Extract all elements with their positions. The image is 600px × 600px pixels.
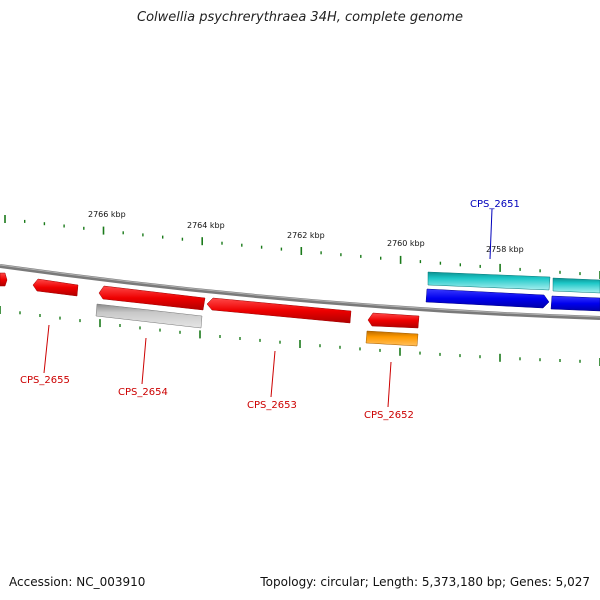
- gene-cps-2651[interactable]: [425, 288, 550, 309]
- gene-label-cps-2652[interactable]: CPS_2652: [364, 410, 414, 421]
- leader-cps-2653: [270, 350, 276, 398]
- gene-cps-2652[interactable]: [367, 312, 420, 329]
- gene-feature-left-edge[interactable]: [0, 272, 8, 287]
- gene-label-cps-2651[interactable]: CPS_2651: [470, 199, 520, 210]
- leader-cps-2652: [387, 361, 392, 408]
- feature-cps-2652-orange[interactable]: [365, 330, 419, 347]
- outer-tick-row: [4, 215, 600, 279]
- leader-cps-2651: [489, 208, 493, 260]
- feature-right-edge-cyan[interactable]: [552, 277, 600, 294]
- gene-label-cps-2653[interactable]: CPS_2653: [247, 400, 297, 411]
- kbp-label-2762: 2762 kbp: [287, 231, 325, 240]
- topology-summary-text: Topology: circular; Length: 5,373,180 bp…: [260, 575, 590, 589]
- leader-cps-2654: [141, 337, 147, 385]
- map-title: Colwellia psychrerythraea 34H, complete …: [137, 10, 463, 25]
- leader-cps-2655: [43, 324, 50, 374]
- genome-backbone-highlight: [0, 264, 600, 318]
- genome-backbone: [0, 264, 600, 320]
- kbp-label-2766: 2766 kbp: [88, 210, 126, 219]
- gene-right-edge-blue[interactable]: [550, 295, 600, 312]
- inner-tick-row: [0, 306, 600, 366]
- gene-label-cps-2654[interactable]: CPS_2654: [118, 387, 168, 398]
- gene-cps-2655[interactable]: [32, 278, 79, 297]
- kbp-label-2758: 2758 kbp: [486, 245, 524, 254]
- gene-label-cps-2655[interactable]: CPS_2655: [20, 375, 70, 386]
- accession-text: Accession: NC_003910: [9, 575, 146, 589]
- kbp-label-2764: 2764 kbp: [187, 221, 225, 230]
- feature-cps-2654-grey[interactable]: [95, 303, 203, 329]
- gene-cps-2654[interactable]: [98, 285, 206, 311]
- feature-cps-2651-cyan[interactable]: [427, 271, 551, 291]
- kbp-label-2760: 2760 kbp: [387, 239, 425, 248]
- gene-cps-2653[interactable]: [206, 297, 352, 324]
